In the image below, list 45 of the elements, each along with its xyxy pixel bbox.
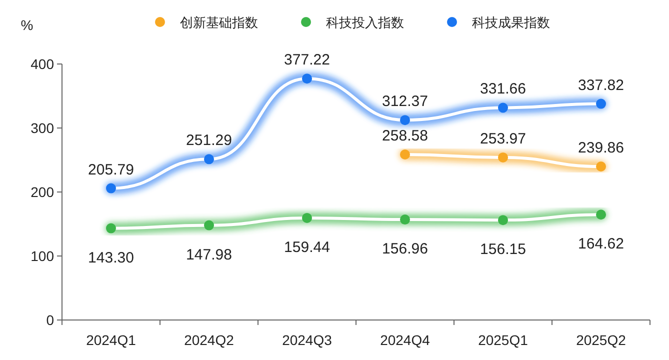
data-label: 143.30 xyxy=(88,249,134,266)
data-label: 331.66 xyxy=(480,80,526,98)
y-axis-title: % xyxy=(20,17,34,33)
data-label: 239.86 xyxy=(578,139,624,156)
data-label: 164.62 xyxy=(578,236,624,253)
legend-label: 科技投入指数 xyxy=(326,15,404,30)
data-label: 156.96 xyxy=(382,240,428,258)
point xyxy=(498,152,508,162)
point xyxy=(596,161,606,172)
point xyxy=(204,154,214,164)
point xyxy=(400,115,410,126)
point xyxy=(204,220,214,230)
y-tick-label: 300 xyxy=(30,120,54,136)
data-label: 147.98 xyxy=(186,246,232,264)
data-label: 251.29 xyxy=(186,132,232,150)
data-label: 258.58 xyxy=(382,128,428,145)
x-tick-label: 2025Q2 xyxy=(576,332,626,348)
point xyxy=(302,74,312,84)
data-label: 205.79 xyxy=(88,161,134,178)
data-label: 377.22 xyxy=(284,52,330,69)
point xyxy=(106,223,116,234)
point xyxy=(498,102,508,113)
point xyxy=(302,212,312,223)
point xyxy=(400,214,410,225)
x-tick-label: 2024Q3 xyxy=(282,332,332,348)
x-tick-label: 2025Q1 xyxy=(478,332,528,348)
y-tick-label: 0 xyxy=(46,312,54,328)
data-label: 337.82 xyxy=(578,76,624,94)
point xyxy=(400,150,410,160)
data-label: 312.37 xyxy=(382,93,428,110)
point xyxy=(106,183,116,194)
data-label: 156.15 xyxy=(480,241,526,258)
point xyxy=(498,215,508,226)
y-tick-label: 200 xyxy=(30,184,54,200)
data-label: 159.44 xyxy=(284,238,330,256)
legend-label: 创新基础指数 xyxy=(180,15,258,30)
data-label: 253.97 xyxy=(480,130,526,148)
point xyxy=(596,98,606,109)
point xyxy=(596,210,606,220)
x-tick-label: 2024Q2 xyxy=(184,332,234,348)
y-tick-label: 100 xyxy=(30,248,54,264)
y-tick-label: 400 xyxy=(30,56,54,72)
x-tick-label: 2024Q4 xyxy=(380,332,430,348)
x-tick-label: 2024Q1 xyxy=(86,332,136,348)
legend-label: 科技成果指数 xyxy=(472,15,550,30)
